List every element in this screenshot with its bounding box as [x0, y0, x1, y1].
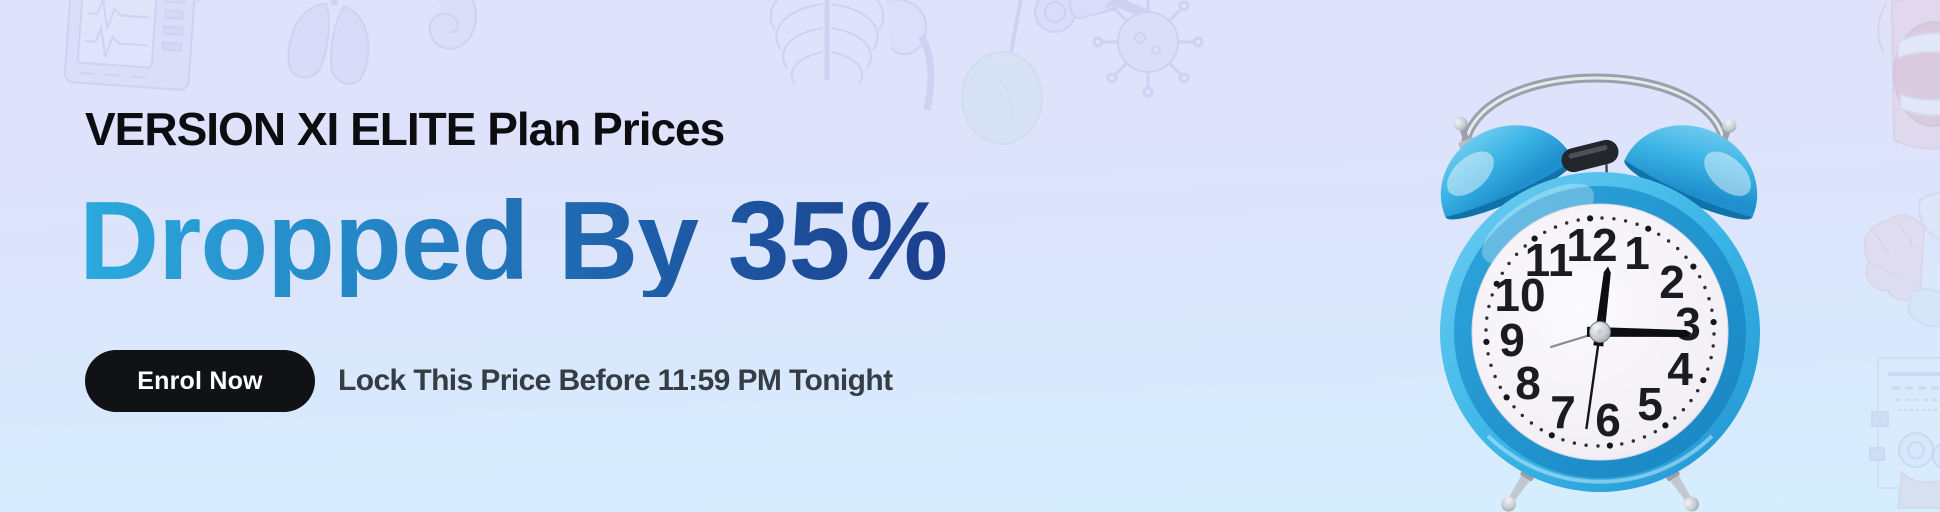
- clock-bell-right: [1624, 125, 1758, 220]
- clock-numeral-11: 11: [1525, 234, 1574, 286]
- dental-mirror-illustration: [961, 0, 1043, 145]
- clock-numeral-2: 2: [1659, 256, 1685, 308]
- clock-bell-left: [1440, 125, 1574, 220]
- ear-cochlea-illustration: [428, 0, 477, 50]
- clock-numeral-12: 12: [1566, 219, 1617, 271]
- clock-numeral-7: 7: [1550, 386, 1576, 438]
- clock-tick-dots: [1483, 215, 1717, 449]
- second-hand: [1585, 315, 1604, 430]
- clock-center-hub: [1589, 321, 1611, 343]
- clock-handle: [1461, 73, 1729, 147]
- clock-numeral-10: 10: [1494, 269, 1545, 321]
- clock-numeral-1: 1: [1624, 227, 1650, 279]
- subheadline-discount: Dropped By 35%: [79, 179, 948, 303]
- minute-hand: [1586, 326, 1692, 338]
- clock-face: 12 1 2 3 4 5 6 7 8 9 10 11: [1471, 203, 1729, 461]
- clock-numeral-5: 5: [1637, 378, 1663, 430]
- enrol-now-button[interactable]: Enrol Now: [85, 350, 315, 412]
- clock-numeral-9: 9: [1499, 314, 1525, 366]
- ribcage-skeleton-illustration: [769, 0, 935, 111]
- clock-numeral-6: 6: [1595, 394, 1621, 446]
- cta-row: Enrol Now Lock This Price Before 11:59 P…: [85, 350, 893, 412]
- patient-monitor-illustration: [51, 0, 222, 91]
- eye-chart-device-illustration: [1869, 357, 1940, 509]
- virus-illustration: [1092, 0, 1204, 98]
- clock-numeral-4: 4: [1667, 343, 1693, 395]
- clock-numeral-3: 3: [1675, 298, 1701, 350]
- otoscope-illustration: [1034, 0, 1158, 33]
- lungs-organ-illustration: [287, 0, 370, 85]
- alarm-clock-image: 12 1 2 3 4 5 6 7 8 9 10 11: [1440, 73, 1760, 512]
- urgency-text: Lock This Price Before 11:59 PM Tonight: [338, 364, 893, 397]
- brain-anatomy-illustration: [1863, 192, 1940, 328]
- headline: VERSION XI ELITE Plan Prices: [85, 103, 725, 155]
- open-mouth-dental-illustration: [1877, 0, 1940, 150]
- clock-numeral-8: 8: [1515, 357, 1541, 409]
